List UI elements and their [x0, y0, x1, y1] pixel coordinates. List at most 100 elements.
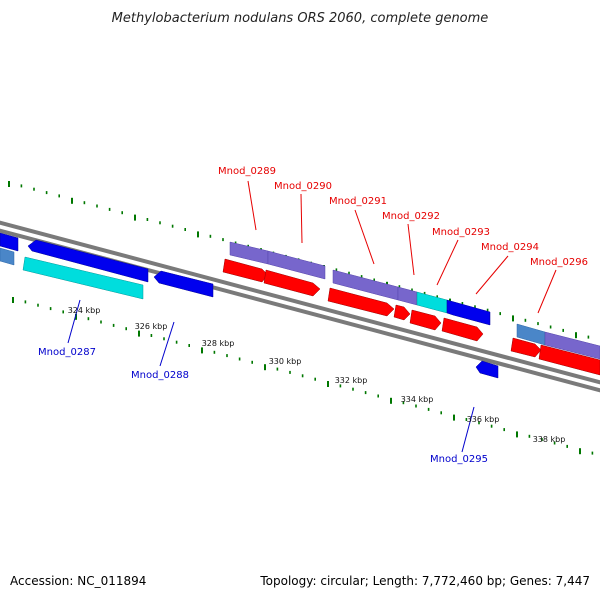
gc-tick — [503, 428, 505, 432]
gc-tick — [402, 401, 405, 405]
gc-tick — [45, 191, 48, 195]
gene-label-mnod-0294[interactable]: Mnod_0294 — [481, 242, 539, 253]
gc-tick — [96, 204, 98, 208]
gc-tick — [524, 318, 527, 322]
callout-line — [300, 193, 303, 244]
gc-tick — [209, 234, 212, 238]
gc-tick — [579, 448, 581, 455]
gc-tick — [33, 187, 35, 191]
gc-tick — [125, 327, 127, 331]
gc-tick — [427, 407, 430, 411]
gc-tick — [87, 317, 90, 321]
gc-tick — [453, 414, 455, 421]
gc-tick — [553, 441, 556, 445]
gc-tick — [390, 397, 392, 404]
reverse-cds[interactable] — [27, 239, 149, 283]
reverse-cds[interactable] — [0, 232, 19, 252]
scale-label-338: 338 kbp — [533, 435, 566, 444]
gc-tick — [188, 344, 190, 347]
gene-label-mnod-0288[interactable]: Mnod_0288 — [131, 370, 189, 381]
pseudo-block[interactable] — [0, 247, 15, 266]
gc-tick — [575, 332, 577, 339]
forward-cds[interactable] — [538, 344, 600, 376]
rna-block[interactable] — [22, 256, 144, 300]
gc-tick — [423, 291, 426, 295]
gc-tick — [549, 325, 552, 329]
gc-tick — [121, 211, 123, 215]
scale-label-324: 324 kbp — [68, 306, 101, 315]
gene-label-mnod-0291[interactable]: Mnod_0291 — [329, 196, 387, 207]
forward-cds[interactable] — [409, 309, 442, 331]
callout-line — [461, 406, 475, 453]
gc-tick — [327, 381, 329, 387]
gc-tick — [8, 181, 10, 187]
gc-tick — [373, 278, 375, 282]
gc-tick — [83, 201, 86, 205]
gc-tick — [516, 431, 518, 438]
feature-track — [0, 232, 600, 379]
gc-tick — [541, 438, 543, 442]
gc-tick — [474, 305, 476, 309]
gene-label-mnod-0293[interactable]: Mnod_0293 — [432, 227, 490, 238]
gene-label-mnod-0295[interactable]: Mnod_0295 — [430, 454, 488, 465]
forward-cds[interactable] — [263, 269, 321, 297]
gc-tick — [138, 330, 140, 337]
forward-cds[interactable] — [327, 287, 395, 317]
gc-tick — [276, 367, 279, 371]
gc-tick — [112, 323, 115, 327]
gc-tick — [478, 421, 480, 425]
gc-tick — [415, 404, 417, 408]
callout-line — [247, 180, 257, 231]
gc-tick — [537, 322, 539, 326]
gene-label-mnod-0292[interactable]: Mnod_0292 — [382, 211, 440, 222]
gc-tick — [348, 271, 350, 275]
gc-tick — [377, 394, 379, 398]
gc-tick — [222, 238, 224, 242]
reverse-cds[interactable] — [446, 299, 491, 326]
gc-tick — [201, 347, 203, 354]
gc-tick — [20, 184, 23, 188]
scale-label-328: 328 kbp — [202, 339, 235, 348]
gc-tick — [100, 320, 102, 324]
forward-cds[interactable] — [393, 304, 411, 321]
gc-tick — [58, 194, 60, 198]
gc-tick — [71, 197, 73, 204]
gc-tick — [289, 370, 291, 374]
forward-cds[interactable] — [510, 337, 542, 358]
accession-text: Accession: NC_011894 — [10, 574, 146, 588]
backbone-line — [0, 220, 600, 385]
gc-tick — [171, 224, 174, 228]
scale-label-326: 326 kbp — [135, 322, 168, 331]
gc-tick — [234, 241, 237, 245]
map-title: Methylobacterium nodulans ORS 2060, comp… — [112, 11, 489, 26]
gene-label-mnod-0289[interactable]: Mnod_0289 — [218, 166, 276, 177]
gc-tick — [335, 268, 338, 272]
gc-tick — [591, 451, 594, 455]
scale-label-334: 334 kbp — [401, 395, 434, 404]
gene-block[interactable] — [397, 286, 418, 306]
gc-tick — [566, 444, 568, 448]
reverse-cds[interactable] — [475, 360, 499, 379]
callout-line — [436, 239, 459, 286]
gc-tick — [251, 360, 253, 364]
callout-line — [159, 321, 175, 367]
gc-tick — [562, 328, 564, 332]
gc-tick — [134, 214, 136, 221]
gene-label-mnod-0290[interactable]: Mnod_0290 — [274, 181, 332, 192]
genome-summary-text: Topology: circular; Length: 7,772,460 bp… — [259, 574, 590, 588]
rna-block[interactable] — [416, 291, 448, 314]
gene-label-mnod-0287[interactable]: Mnod_0287 — [38, 347, 96, 358]
gene-label-mnod-0296[interactable]: Mnod_0296 — [530, 257, 588, 268]
gc-tick — [75, 313, 77, 320]
gc-tick — [352, 387, 354, 391]
gene-block[interactable] — [544, 331, 600, 360]
gc-tick — [108, 207, 111, 211]
callout-line — [537, 269, 557, 314]
reverse-cds[interactable] — [153, 270, 214, 298]
label-callouts — [67, 180, 557, 453]
forward-cds[interactable] — [441, 317, 484, 342]
gene-block[interactable] — [267, 250, 326, 280]
gc-tick — [490, 424, 493, 428]
gc-tick — [398, 285, 401, 289]
